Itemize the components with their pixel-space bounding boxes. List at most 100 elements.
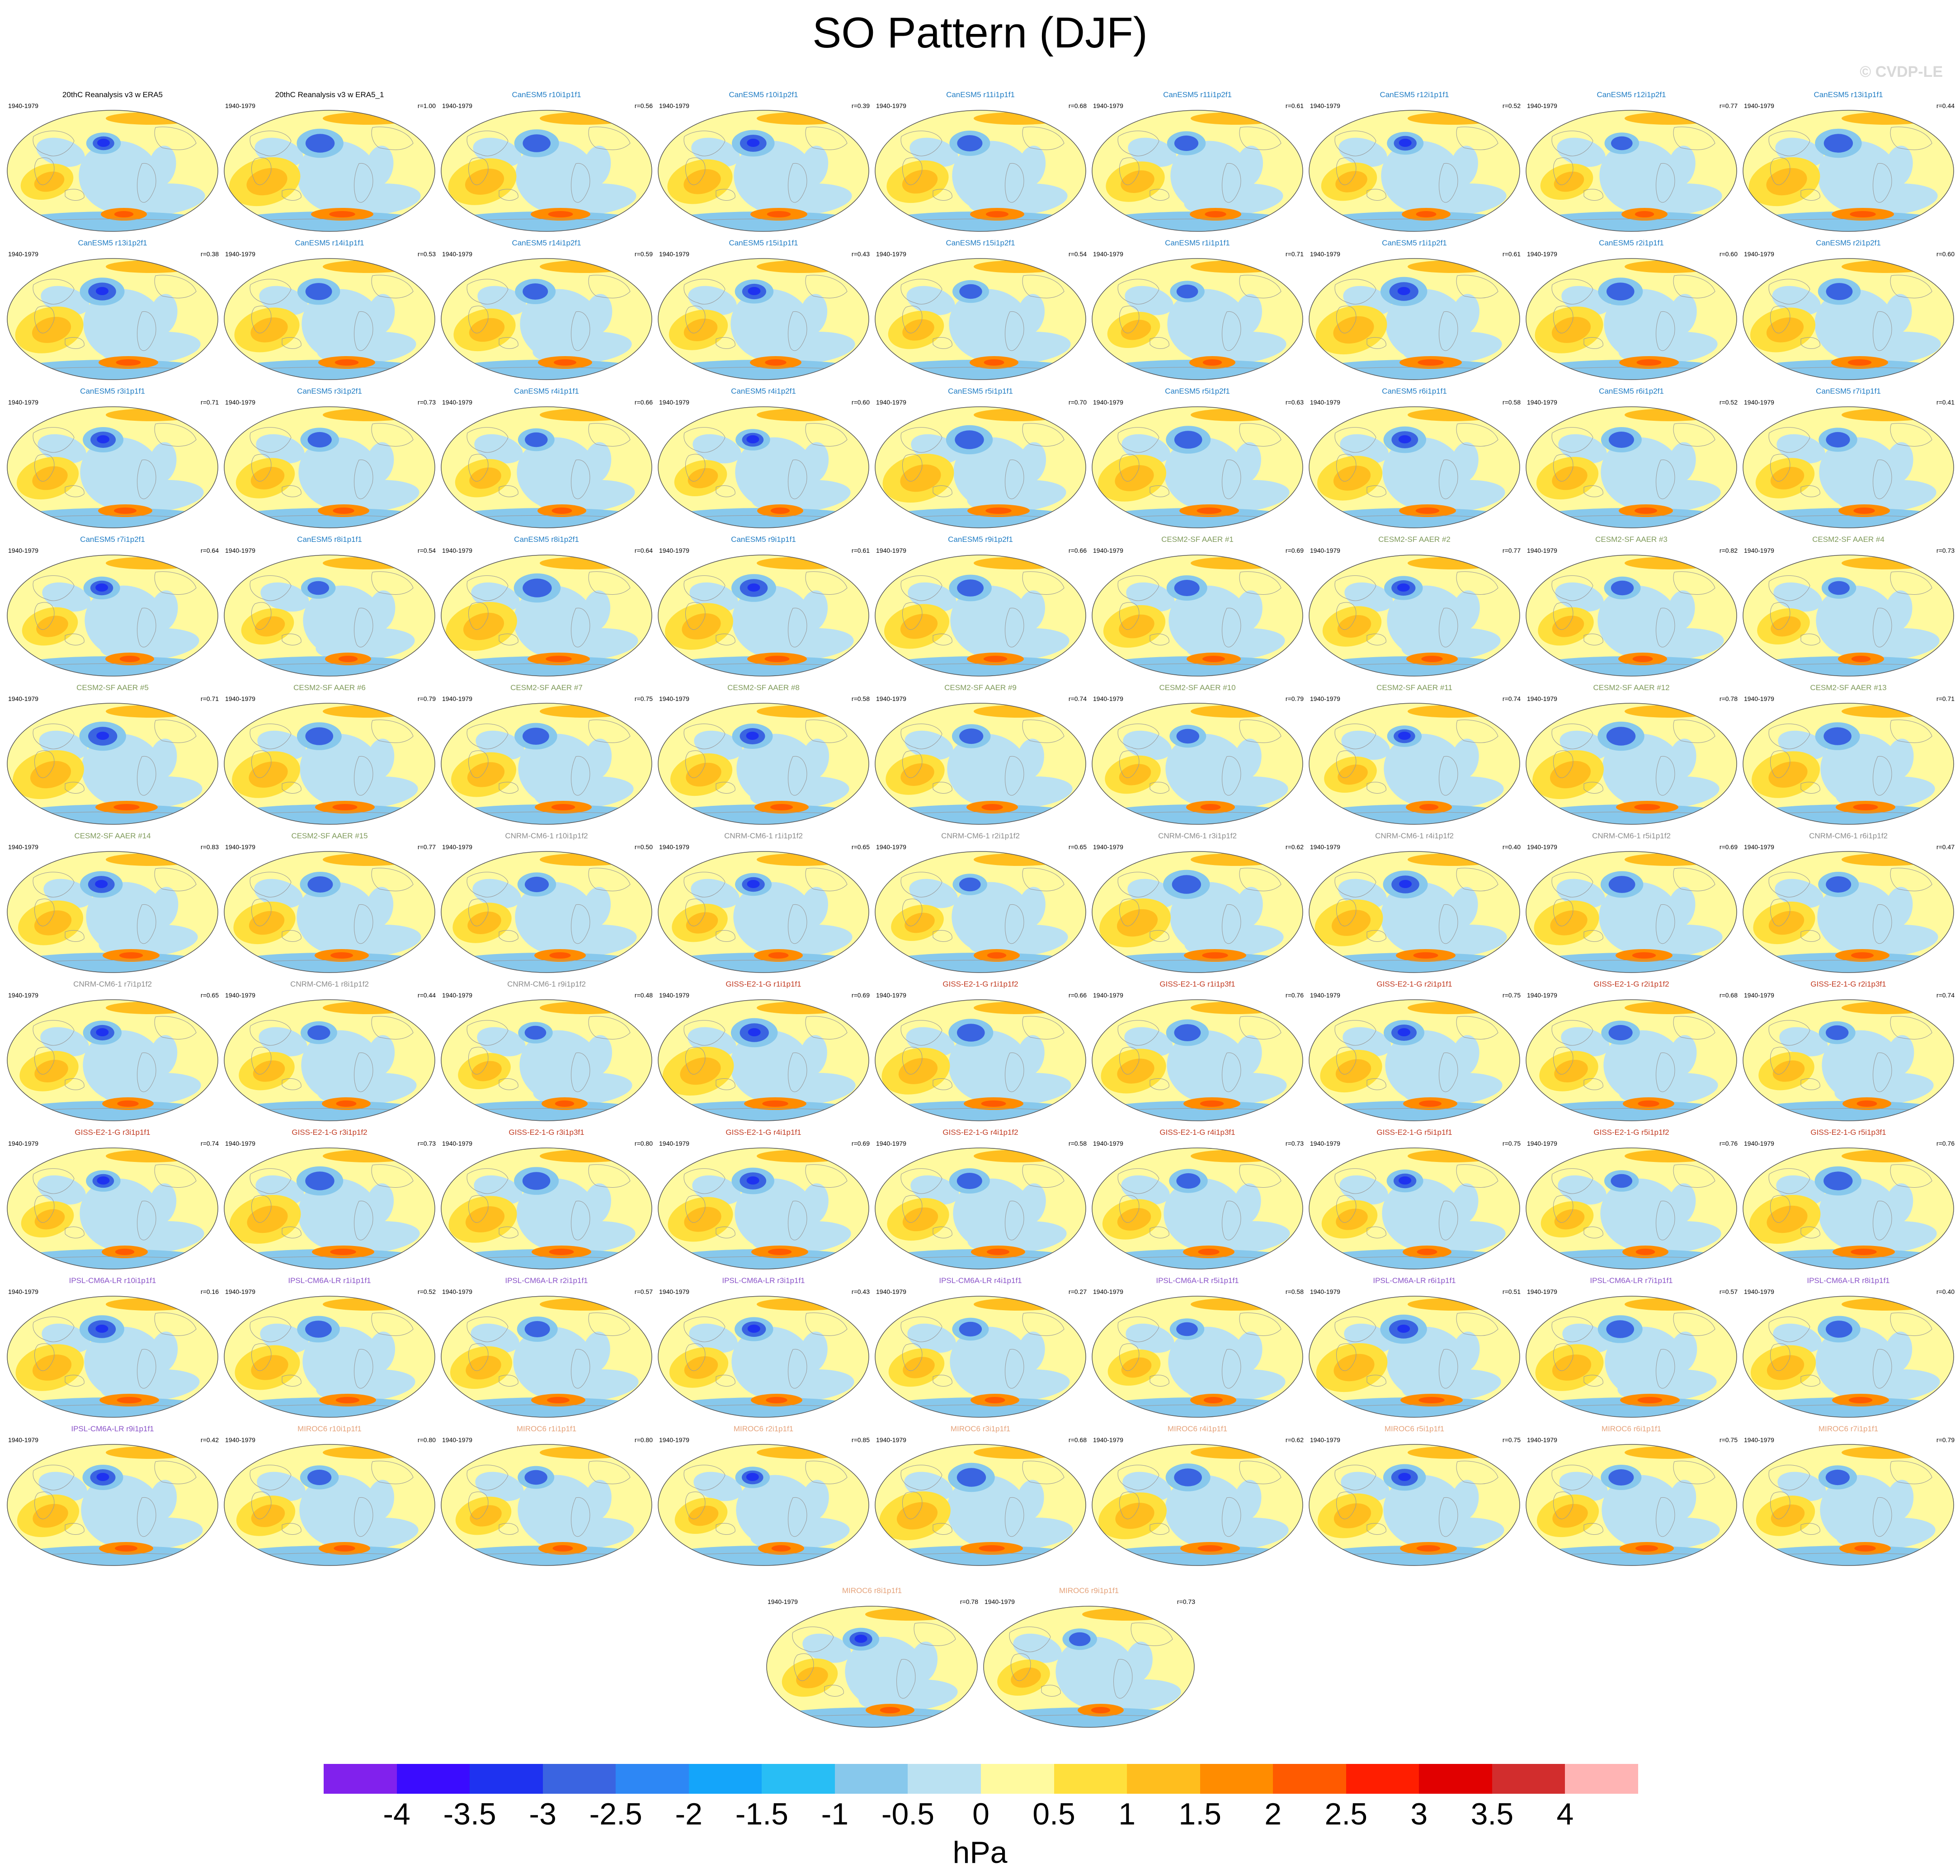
panel-correlation: r=0.76 — [1719, 1140, 1738, 1147]
panel-years: 1940-1979 — [225, 992, 255, 999]
panel-years: 1940-1979 — [1744, 399, 1774, 406]
map-panel: CNRM-CM6-1 r8i1p1f2 1940-1979 r=0.44 — [221, 980, 438, 1124]
global-map — [1309, 1296, 1520, 1418]
colorbar-tick-label: 4 — [1556, 1797, 1574, 1831]
panel-correlation: r=0.61 — [1285, 102, 1304, 109]
panel-correlation: r=0.65 — [1068, 843, 1087, 851]
panel-title: CanESM5 r5i1p2f1 — [1165, 387, 1230, 395]
map-panel: CESM2-SF AAER #14 1940-1979 r=0.83 — [5, 832, 221, 975]
panel-title: CESM2-SF AAER #10 — [1159, 683, 1236, 692]
panel-title: CESM2-SF AAER #13 — [1810, 683, 1887, 692]
panel-correlation: r=0.62 — [1285, 843, 1304, 851]
global-map — [1526, 999, 1737, 1121]
map-panel: GISS-E2-1-G r5i1p3f1 1940-1979 r=0.76 — [1740, 1128, 1956, 1272]
map-panel: CanESM5 r8i1p2f1 1940-1979 r=0.64 — [438, 535, 655, 679]
global-map — [1526, 555, 1737, 677]
panel-title: IPSL-CM6A-LR r5i1p1f1 — [1156, 1276, 1239, 1285]
panel-years: 1940-1979 — [659, 1140, 689, 1147]
panel-title: CanESM5 r14i1p1f1 — [295, 239, 364, 247]
panel-years: 1940-1979 — [1744, 843, 1774, 851]
map-panel: GISS-E2-1-G r3i1p1f1 1940-1979 r=0.74 — [5, 1128, 221, 1272]
panel-years: 1940-1979 — [876, 1288, 906, 1295]
global-map — [224, 258, 435, 380]
panel-years: 1940-1979 — [876, 547, 906, 554]
global-map — [7, 1296, 218, 1418]
panel-years: 1940-1979 — [1093, 992, 1123, 999]
panel-correlation: r=0.73 — [1285, 1140, 1304, 1147]
panel-title: GISS-E2-1-G r1i1p1f2 — [942, 980, 1018, 988]
panel-years: 1940-1979 — [659, 992, 689, 999]
panel-years: 1940-1979 — [1093, 1140, 1123, 1147]
panel-title: CESM2-SF AAER #11 — [1376, 683, 1452, 692]
panel-years: 1940-1979 — [442, 399, 472, 406]
global-map — [1092, 1296, 1303, 1418]
map-panel: GISS-E2-1-G r3i1p1f2 1940-1979 r=0.73 — [221, 1128, 438, 1272]
panel-correlation: r=0.64 — [634, 547, 653, 554]
panel-correlation: r=0.66 — [634, 399, 653, 406]
map-panel: CESM2-SF AAER #2 1940-1979 r=0.77 — [1306, 535, 1522, 679]
map-panel: CanESM5 r8i1p1f1 1940-1979 r=0.54 — [221, 535, 438, 679]
map-panel: IPSL-CM6A-LR r2i1p1f1 1940-1979 r=0.57 — [438, 1276, 655, 1420]
panel-title: CNRM-CM6-1 r5i1p1f2 — [1592, 832, 1671, 840]
panel-years: 1940-1979 — [985, 1598, 1015, 1605]
global-map — [1743, 999, 1954, 1121]
map-panel: GISS-E2-1-G r5i1p1f2 1940-1979 r=0.76 — [1523, 1128, 1739, 1272]
map-panel: MIROC6 r7i1p1f1 1940-1979 r=0.79 — [1740, 1425, 1956, 1568]
panel-years: 1940-1979 — [1527, 1288, 1557, 1295]
global-map — [441, 258, 652, 380]
panel-years: 1940-1979 — [659, 1436, 689, 1443]
panel-correlation: r=0.59 — [634, 250, 653, 258]
global-map — [658, 555, 869, 677]
panel-title: GISS-E2-1-G r2i1p1f2 — [1593, 980, 1669, 988]
panel-years: 1940-1979 — [1310, 1140, 1340, 1147]
panel-years: 1940-1979 — [1744, 1436, 1774, 1443]
panel-title: GISS-E2-1-G r2i1p1f1 — [1376, 980, 1452, 988]
panel-correlation: r=0.51 — [1502, 1288, 1521, 1295]
panel-title: IPSL-CM6A-LR r1i1p1f1 — [288, 1276, 371, 1285]
panel-title: CanESM5 r1i1p2f1 — [1382, 239, 1447, 247]
global-map — [224, 703, 435, 825]
panel-title: GISS-E2-1-G r5i1p1f2 — [1593, 1128, 1669, 1137]
colorbar-swatch — [762, 1764, 835, 1794]
panel-title: CanESM5 r12i1p2f1 — [1597, 90, 1666, 99]
panel-correlation: r=0.85 — [851, 1436, 870, 1443]
global-map — [224, 851, 435, 973]
panel-correlation: r=0.60 — [851, 399, 870, 406]
global-map — [658, 110, 869, 232]
global-map — [1309, 851, 1520, 973]
panel-years: 1940-1979 — [659, 399, 689, 406]
panel-correlation: r=0.61 — [1502, 250, 1521, 258]
global-map — [441, 406, 652, 528]
panel-years: 1940-1979 — [659, 1288, 689, 1295]
panel-years: 1940-1979 — [876, 102, 906, 109]
panel-correlation: r=0.71 — [1285, 250, 1304, 258]
panel-years: 1940-1979 — [8, 992, 38, 999]
global-map — [1092, 851, 1303, 973]
global-map — [1743, 1147, 1954, 1269]
panel-years: 1940-1979 — [225, 250, 255, 258]
global-map — [1526, 406, 1737, 528]
map-panel: CNRM-CM6-1 r1i1p1f2 1940-1979 r=0.65 — [655, 832, 872, 975]
panel-correlation: r=0.68 — [1719, 992, 1738, 999]
colorbar-swatch — [1492, 1764, 1565, 1794]
panel-correlation: r=0.79 — [1936, 1436, 1955, 1443]
panel-title: IPSL-CM6A-LR r7i1p1f1 — [1590, 1276, 1673, 1285]
colorbar-swatch — [981, 1764, 1055, 1794]
panel-years: 1940-1979 — [8, 102, 38, 109]
global-map — [1743, 258, 1954, 380]
map-panel: CNRM-CM6-1 r6i1p1f2 1940-1979 r=0.47 — [1740, 832, 1956, 975]
global-map — [441, 703, 652, 825]
panel-title: CanESM5 r3i1p1f1 — [80, 387, 145, 395]
global-map — [1526, 1444, 1737, 1566]
panel-correlation: r=0.80 — [634, 1436, 653, 1443]
colorbar-swatch — [1127, 1764, 1201, 1794]
map-panel: IPSL-CM6A-LR r10i1p1f1 1940-1979 r=0.16 — [5, 1276, 221, 1420]
global-map — [1526, 1296, 1737, 1418]
panel-title: GISS-E2-1-G r4i1p3f1 — [1159, 1128, 1235, 1137]
colorbar-tick-label: -1.5 — [735, 1797, 788, 1831]
global-map — [658, 406, 869, 528]
colorbar-tick-label: 0 — [972, 1797, 989, 1831]
panel-title: CanESM5 r8i1p1f1 — [297, 535, 362, 544]
global-map — [1092, 1147, 1303, 1269]
colorbar-tick-label: -2 — [675, 1797, 702, 1831]
